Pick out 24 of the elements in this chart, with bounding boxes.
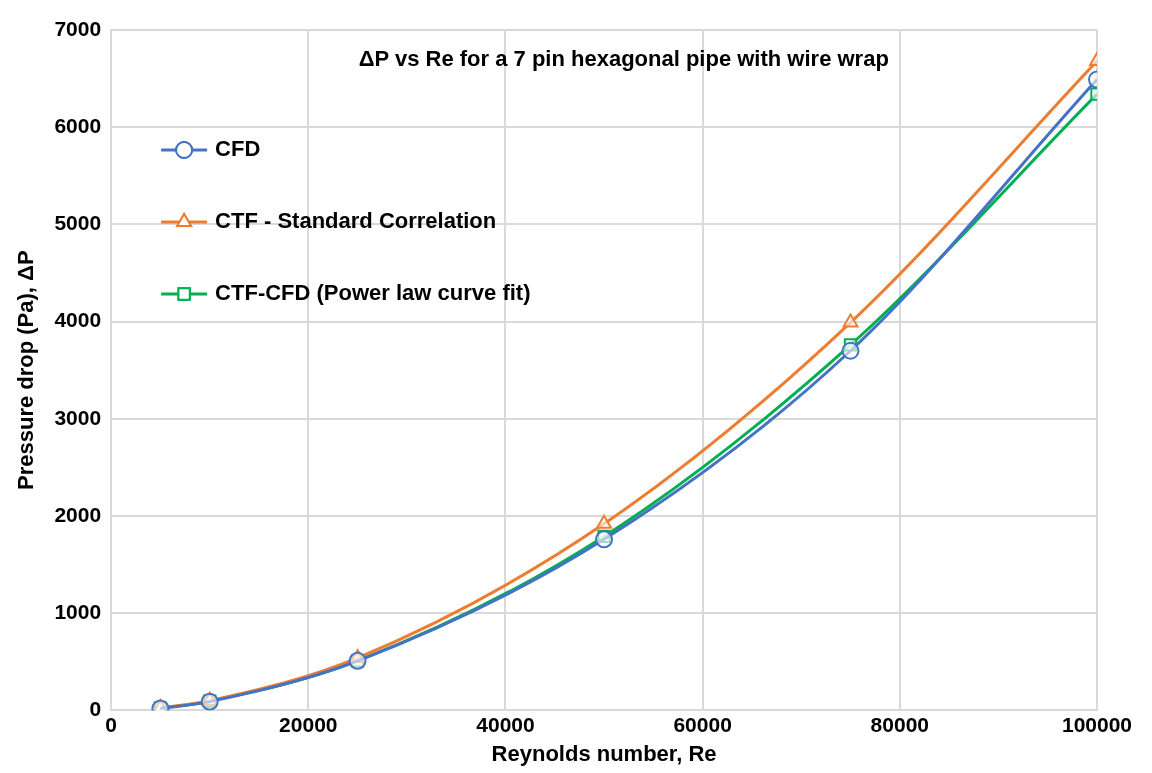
legend-label: CTF - Standard Correlation — [215, 208, 497, 234]
x-tick-label: 40000 — [476, 712, 535, 736]
x-tick-label: 80000 — [870, 712, 930, 736]
point — [842, 313, 859, 328]
x-tick-label: 100000 — [1061, 712, 1133, 736]
x-tick-label: 60000 — [673, 712, 732, 736]
y-tick-label: 1000 — [54, 600, 102, 623]
y-tick-label: 4000 — [54, 308, 102, 332]
point — [596, 514, 612, 529]
y-tick-label: 0 — [89, 697, 102, 721]
text: ΔP vs Re for a 7 pin hexagonal pipe with wire wrap — [358, 46, 889, 72]
legend-label: CTF-CFD (Power law curve fit) — [215, 280, 531, 306]
y-tick-label: 7000 — [54, 16, 102, 40]
y-tick-label: 2000 — [54, 502, 102, 526]
x-tick-label: 20000 — [279, 712, 338, 736]
y-tick-label: 5000 — [54, 211, 102, 235]
point — [841, 341, 860, 360]
y-tick-label: 6000 — [54, 114, 102, 137]
x-axis-title: Reynolds number, Re — [491, 740, 717, 766]
legend-label: CFD — [215, 136, 261, 162]
x-tick-label: 0 — [105, 712, 117, 736]
point — [595, 530, 614, 549]
y-tick-label: 3000 — [54, 405, 102, 429]
y-axis-title: Pressure drop (Pa), ΔP — [13, 250, 39, 490]
